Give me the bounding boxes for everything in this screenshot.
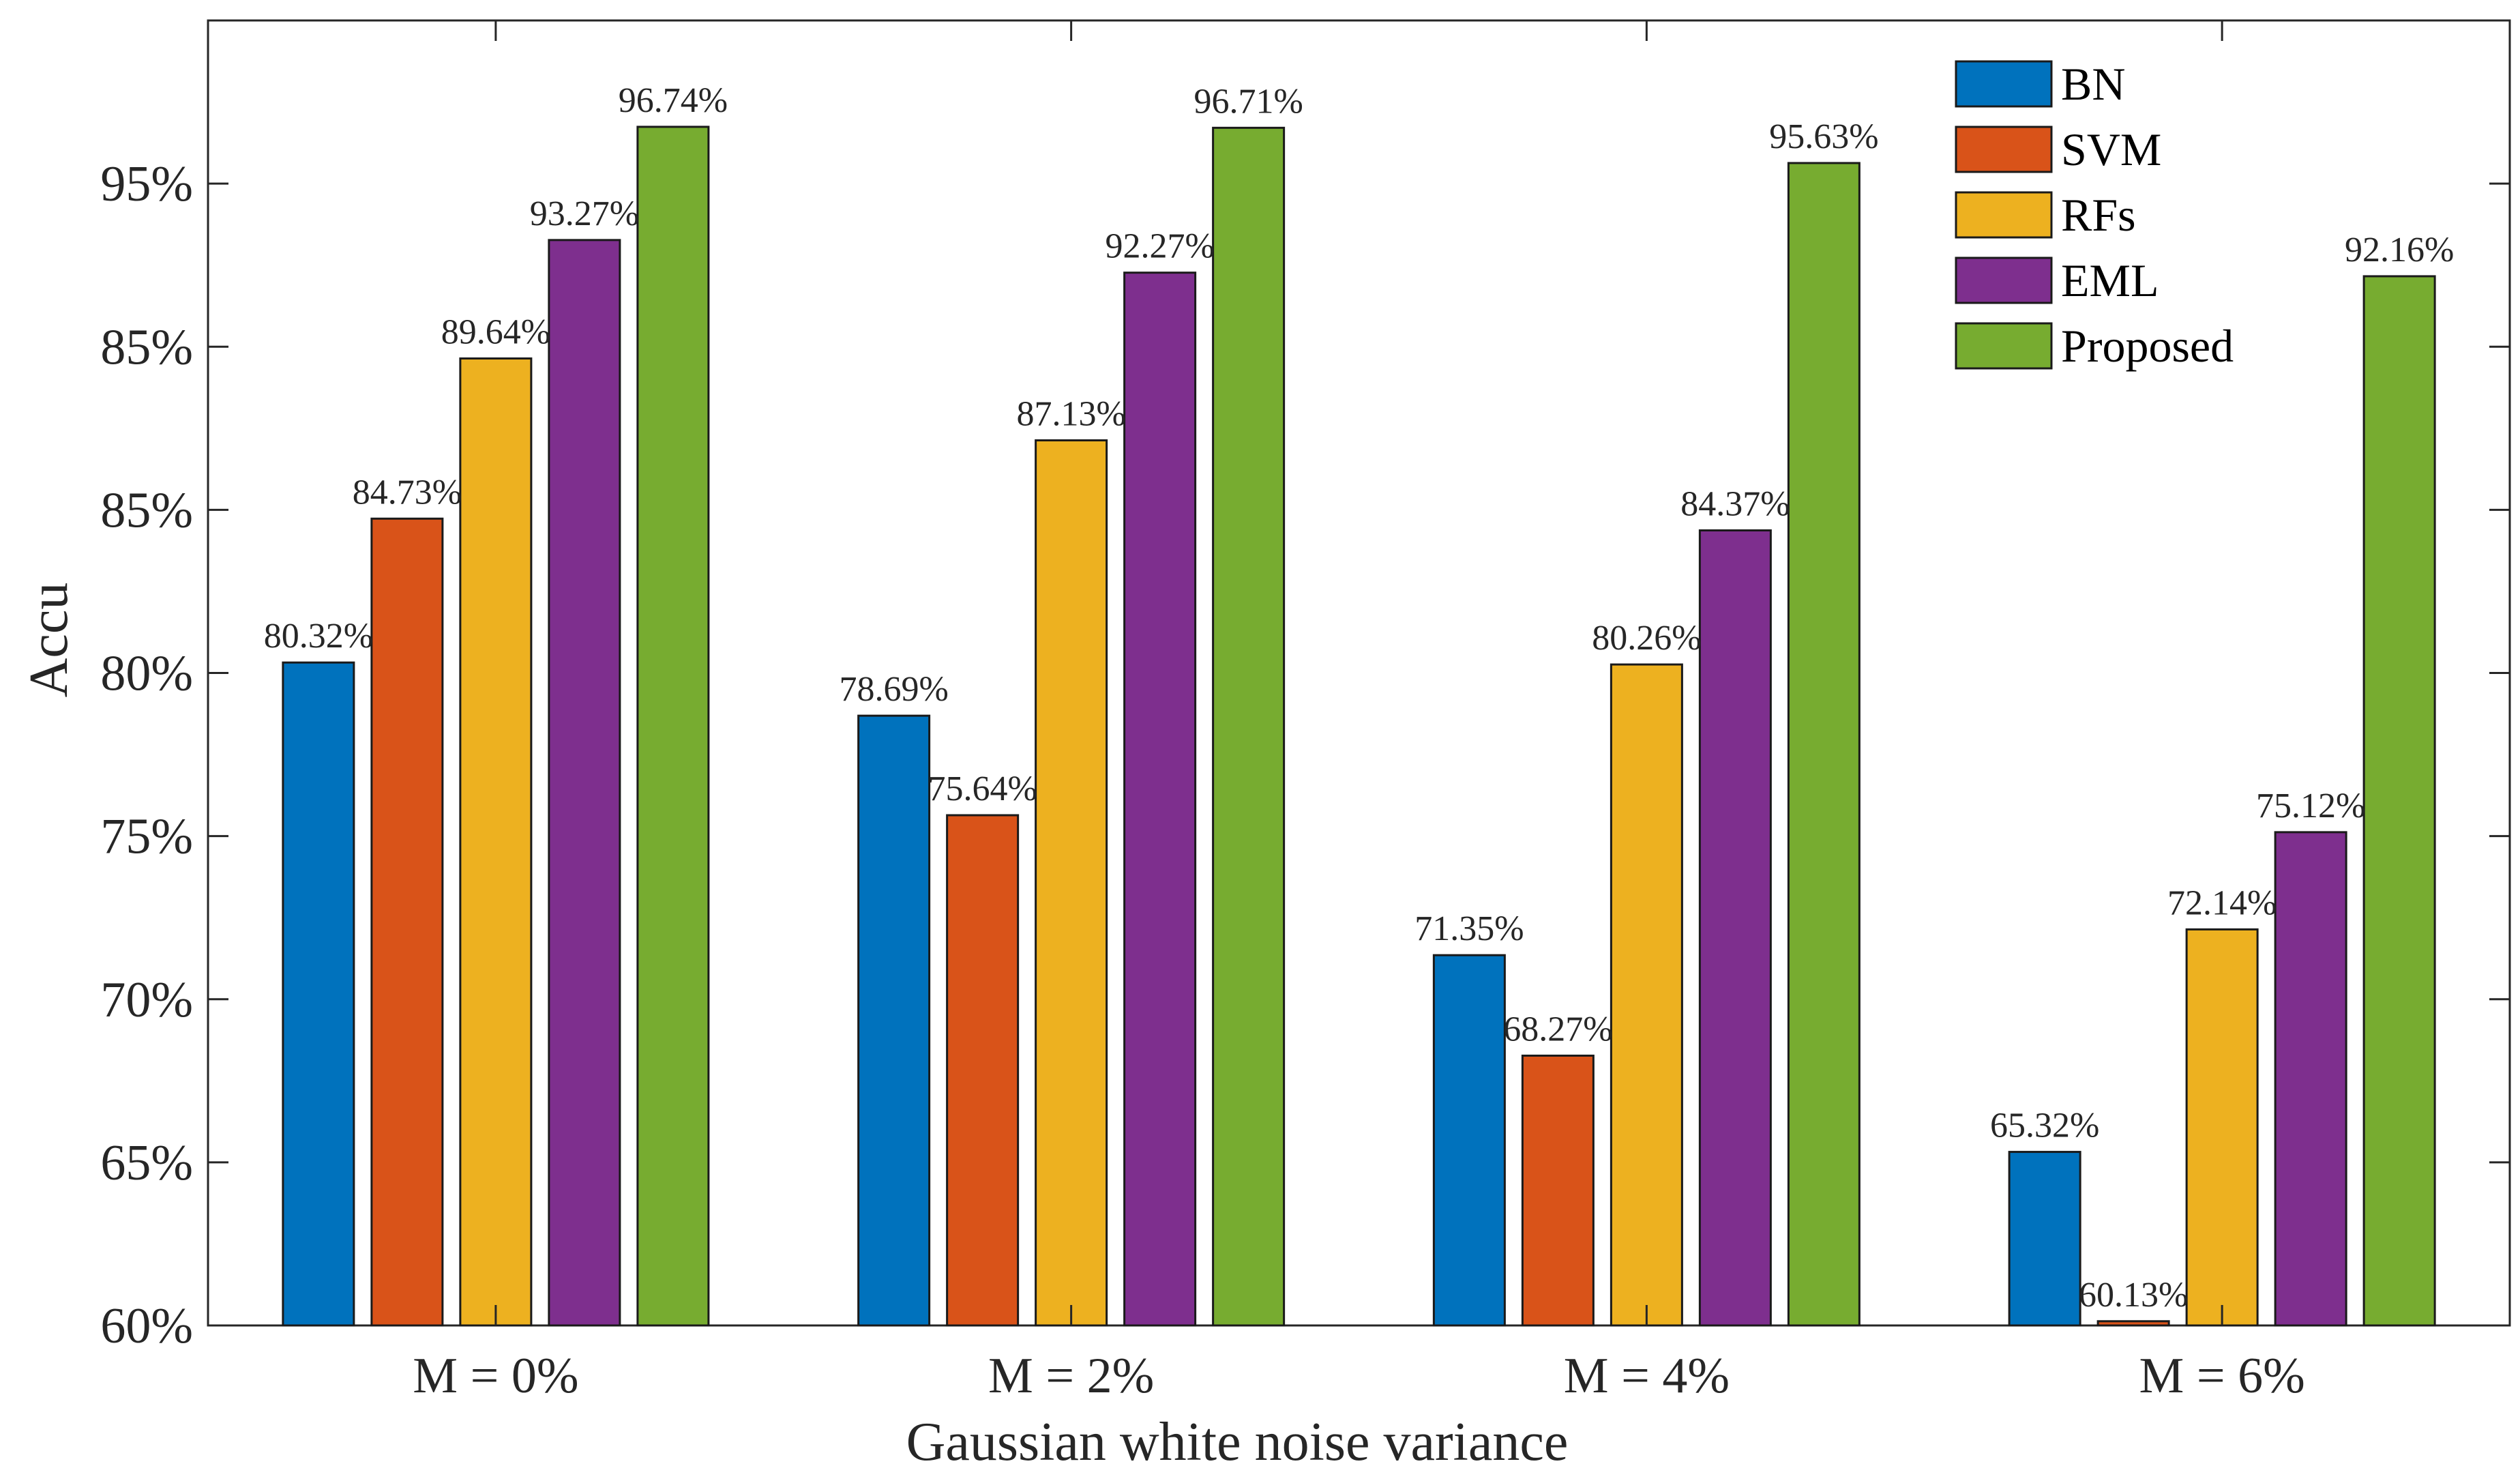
legend-swatch [1955,256,2053,304]
legend-label: EML [2061,254,2159,306]
data-label: 75.12% [2256,787,2365,825]
bar-proposed-4[interactable] [2362,275,2436,1327]
bars [282,126,2436,1327]
legend-item-rfs[interactable]: RFs [1955,189,2136,241]
legend-swatch [1955,126,2053,173]
y-axis-title: Accu [19,583,79,698]
x-axis: M = 0% M = 2% M = 4% M = 6% [413,20,2305,1404]
bar-proposed-2[interactable] [1212,126,1286,1327]
data-label: 68.27% [1503,1010,1612,1049]
data-label: 92.27% [1105,227,1214,266]
y-tick-label: 60% [100,1298,193,1354]
legend-label: RFs [2061,189,2136,241]
legend-item-eml[interactable]: EML [1955,254,2159,306]
bar-proposed-3[interactable] [1787,162,1861,1327]
y-tick-label: 85% [100,482,193,538]
legend-label: SVM [2061,123,2161,175]
bar-svm-4[interactable] [2096,1320,2170,1327]
legend-label: BN [2061,58,2125,110]
data-label: 87.13% [1016,395,1125,434]
bar-rfs-3[interactable] [1610,663,1683,1327]
data-label: 65.32% [1990,1106,2099,1145]
data-label: 95.63% [1769,117,1878,156]
bar-proposed-1[interactable] [636,126,710,1327]
bar-svm-2[interactable] [946,814,1020,1327]
x-axis-title: Gaussian white noise variance [906,1412,1569,1472]
data-label: 71.35% [1414,909,1524,948]
bar-eml-3[interactable] [1698,529,1772,1327]
data-labels: 80.32% 84.73% 89.64% 93.27% 96.74% 78.69% 75.6… [264,81,2455,1315]
y-axis: 60% 65% 70% 75% 80% 85% 85% 95% [100,156,2510,1354]
bar-eml-2[interactable] [1123,272,1197,1327]
data-label: 60.13% [2079,1276,2188,1315]
y-tick-label: 65% [100,1135,193,1191]
x-tick-label: M = 4% [1564,1348,1730,1404]
legend-swatch [1955,322,2053,370]
legend-swatch [1955,60,2053,108]
data-label: 75.64% [928,769,1037,808]
data-label: 92.16% [2345,231,2454,269]
bar-rfs-1[interactable] [459,357,533,1327]
bar-bn-4[interactable] [2008,1151,2081,1327]
legend-item-svm[interactable]: SVM [1955,123,2161,175]
bar-bn-1[interactable] [282,661,355,1327]
data-label: 93.27% [530,194,639,233]
legend-item-proposed[interactable]: Proposed [1955,320,2234,372]
data-label: 78.69% [839,670,948,709]
data-label: 96.71% [1194,82,1303,121]
bar-bn-2[interactable] [857,714,931,1327]
bar-bn-3[interactable] [1432,954,1506,1327]
data-label: 84.37% [1680,485,1790,524]
y-tick-label: 95% [100,156,193,212]
data-label: 96.74% [619,81,728,120]
bar-svm-3[interactable] [1521,1054,1595,1327]
legend-item-bn[interactable]: BN [1955,58,2125,110]
y-tick-label: 75% [100,809,193,865]
y-tick-label: 70% [100,972,193,1028]
data-label: 84.73% [353,473,462,512]
legend[interactable]: BN SVM RFs EML Proposed [1955,58,2234,372]
data-label: 72.14% [2167,883,2277,922]
data-label: 89.64% [441,312,550,351]
legend-swatch [1955,191,2053,239]
bar-eml-4[interactable] [2274,831,2347,1327]
bar-rfs-4[interactable] [2185,928,2259,1327]
x-tick-label: M = 6% [2139,1348,2305,1404]
x-tick-label: M = 0% [413,1348,578,1404]
y-tick-label: 85% [100,319,193,375]
bar-rfs-2[interactable] [1035,439,1108,1327]
data-label: 80.32% [264,617,373,656]
legend-label: Proposed [2061,320,2234,372]
x-tick-label: M = 2% [988,1348,1154,1404]
y-tick-label: 80% [100,646,193,702]
bar-eml-1[interactable] [548,239,621,1327]
bar-svm-1[interactable] [370,517,444,1327]
data-label: 80.26% [1592,619,1701,658]
